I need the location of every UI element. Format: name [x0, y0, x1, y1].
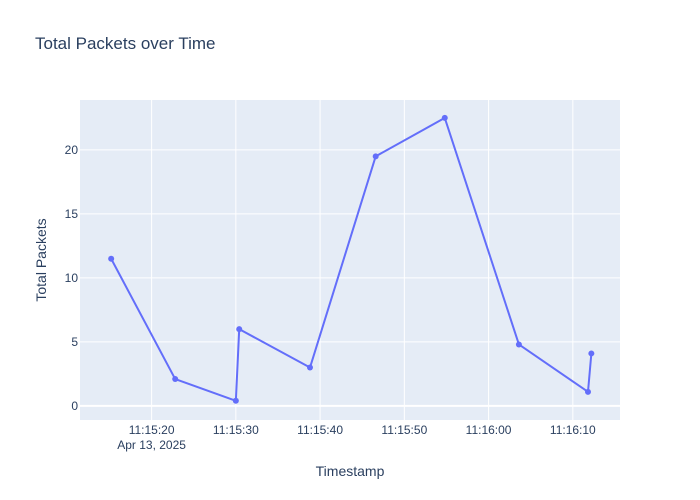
plot-background — [80, 100, 620, 420]
grid-lines — [80, 100, 620, 420]
x-tick-date-label: Apr 13, 2025 — [117, 438, 186, 452]
data-point[interactable] — [108, 255, 115, 262]
y-axis-ticks: 0 5 10 15 20 — [65, 143, 79, 413]
x-tick-label: 11:16:10 — [550, 423, 596, 437]
x-axis-title: Timestamp — [316, 463, 385, 479]
x-tick-label: 11:16:00 — [466, 423, 512, 437]
x-tick-label: 11:15:20 — [129, 423, 175, 437]
y-tick-label: 15 — [65, 207, 79, 221]
data-points — [108, 114, 595, 404]
data-point[interactable] — [306, 364, 313, 371]
data-point[interactable] — [372, 153, 379, 160]
x-tick-label: 11:15:40 — [297, 423, 343, 437]
data-point[interactable] — [441, 114, 448, 121]
data-point[interactable] — [232, 397, 239, 404]
y-tick-label: 20 — [65, 143, 79, 157]
x-tick-label: 11:15:30 — [213, 423, 259, 437]
chart-title: Total Packets over Time — [35, 34, 216, 53]
data-point[interactable] — [584, 388, 591, 395]
y-tick-label: 5 — [71, 335, 78, 349]
data-point[interactable] — [172, 376, 179, 383]
series-line — [110, 116, 593, 402]
data-point[interactable] — [236, 326, 243, 333]
y-axis-title: Total Packets — [33, 218, 49, 301]
data-point[interactable] — [588, 350, 595, 357]
y-tick-label: 0 — [71, 399, 78, 413]
series-polyline — [110, 116, 593, 402]
x-tick-label: 11:15:50 — [381, 423, 427, 437]
data-point[interactable] — [515, 341, 522, 348]
y-tick-label: 10 — [65, 271, 79, 285]
